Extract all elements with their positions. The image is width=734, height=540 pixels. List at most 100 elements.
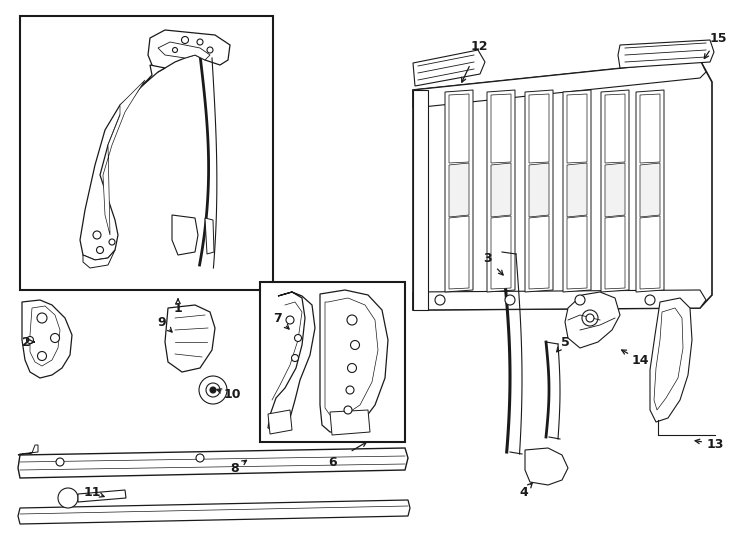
Text: 14: 14: [631, 354, 649, 367]
Polygon shape: [158, 42, 210, 60]
Polygon shape: [525, 448, 568, 485]
Circle shape: [37, 313, 47, 323]
Polygon shape: [413, 90, 428, 310]
Polygon shape: [413, 50, 485, 86]
Circle shape: [181, 37, 189, 44]
Polygon shape: [18, 445, 38, 455]
Polygon shape: [205, 218, 214, 254]
Polygon shape: [320, 290, 388, 432]
Polygon shape: [529, 163, 549, 217]
Text: 3: 3: [483, 252, 491, 265]
Polygon shape: [18, 448, 408, 478]
Circle shape: [172, 48, 178, 52]
Circle shape: [505, 295, 515, 305]
Circle shape: [582, 310, 598, 326]
Circle shape: [351, 341, 360, 349]
Bar: [260, 282, 405, 442]
Circle shape: [294, 334, 302, 341]
Polygon shape: [18, 500, 410, 524]
Polygon shape: [449, 94, 469, 163]
Text: 4: 4: [520, 485, 528, 498]
Circle shape: [645, 295, 655, 305]
Polygon shape: [636, 90, 664, 292]
Polygon shape: [567, 94, 587, 163]
Polygon shape: [491, 163, 511, 217]
Polygon shape: [491, 94, 511, 163]
Polygon shape: [78, 490, 126, 502]
Polygon shape: [640, 216, 660, 289]
Text: 7: 7: [274, 312, 283, 325]
Circle shape: [210, 387, 216, 393]
Polygon shape: [325, 298, 378, 415]
Polygon shape: [605, 94, 625, 163]
Polygon shape: [563, 90, 591, 292]
Text: 11: 11: [83, 485, 101, 498]
Polygon shape: [172, 215, 198, 255]
Circle shape: [26, 336, 34, 343]
Text: 2: 2: [21, 335, 30, 348]
Polygon shape: [565, 292, 620, 348]
Polygon shape: [618, 40, 714, 68]
Polygon shape: [148, 30, 230, 72]
Text: 9: 9: [158, 315, 167, 328]
Polygon shape: [605, 163, 625, 217]
Circle shape: [109, 239, 115, 245]
Text: 12: 12: [470, 39, 488, 52]
Polygon shape: [268, 292, 315, 430]
Circle shape: [575, 295, 585, 305]
Text: 1: 1: [174, 301, 182, 314]
Circle shape: [586, 314, 594, 322]
Polygon shape: [449, 163, 469, 217]
Text: 8: 8: [230, 462, 239, 475]
Polygon shape: [491, 216, 511, 289]
Polygon shape: [487, 90, 515, 292]
Text: 10: 10: [223, 388, 241, 402]
Polygon shape: [268, 410, 292, 434]
Polygon shape: [601, 90, 629, 292]
Circle shape: [199, 376, 227, 404]
Polygon shape: [445, 90, 473, 292]
Text: 15: 15: [709, 31, 727, 44]
Polygon shape: [650, 298, 692, 422]
Polygon shape: [413, 60, 706, 108]
Circle shape: [286, 316, 294, 324]
Circle shape: [37, 352, 46, 361]
Text: 5: 5: [561, 335, 570, 348]
Circle shape: [347, 315, 357, 325]
Polygon shape: [165, 305, 215, 372]
Polygon shape: [567, 216, 587, 289]
Polygon shape: [413, 290, 706, 310]
Circle shape: [51, 334, 59, 342]
Polygon shape: [413, 60, 712, 310]
Circle shape: [96, 246, 103, 253]
Polygon shape: [330, 410, 370, 435]
Circle shape: [58, 488, 78, 508]
Polygon shape: [567, 163, 587, 217]
Circle shape: [206, 383, 220, 397]
Polygon shape: [654, 308, 683, 410]
Polygon shape: [640, 94, 660, 163]
Text: 13: 13: [706, 437, 724, 450]
Circle shape: [291, 354, 299, 361]
Circle shape: [347, 363, 357, 373]
Circle shape: [197, 39, 203, 45]
Circle shape: [93, 231, 101, 239]
Polygon shape: [529, 94, 549, 163]
Polygon shape: [83, 250, 115, 268]
Circle shape: [196, 454, 204, 462]
Polygon shape: [30, 306, 60, 366]
Circle shape: [435, 295, 445, 305]
Circle shape: [207, 47, 213, 53]
Polygon shape: [22, 300, 72, 378]
Polygon shape: [449, 216, 469, 289]
Text: 6: 6: [329, 456, 338, 469]
Polygon shape: [103, 80, 145, 235]
Circle shape: [346, 386, 354, 394]
Circle shape: [56, 458, 64, 466]
Polygon shape: [605, 216, 625, 289]
Polygon shape: [80, 65, 165, 260]
Bar: [20, 16, 273, 290]
Polygon shape: [529, 216, 549, 289]
Polygon shape: [640, 163, 660, 217]
Circle shape: [344, 406, 352, 414]
